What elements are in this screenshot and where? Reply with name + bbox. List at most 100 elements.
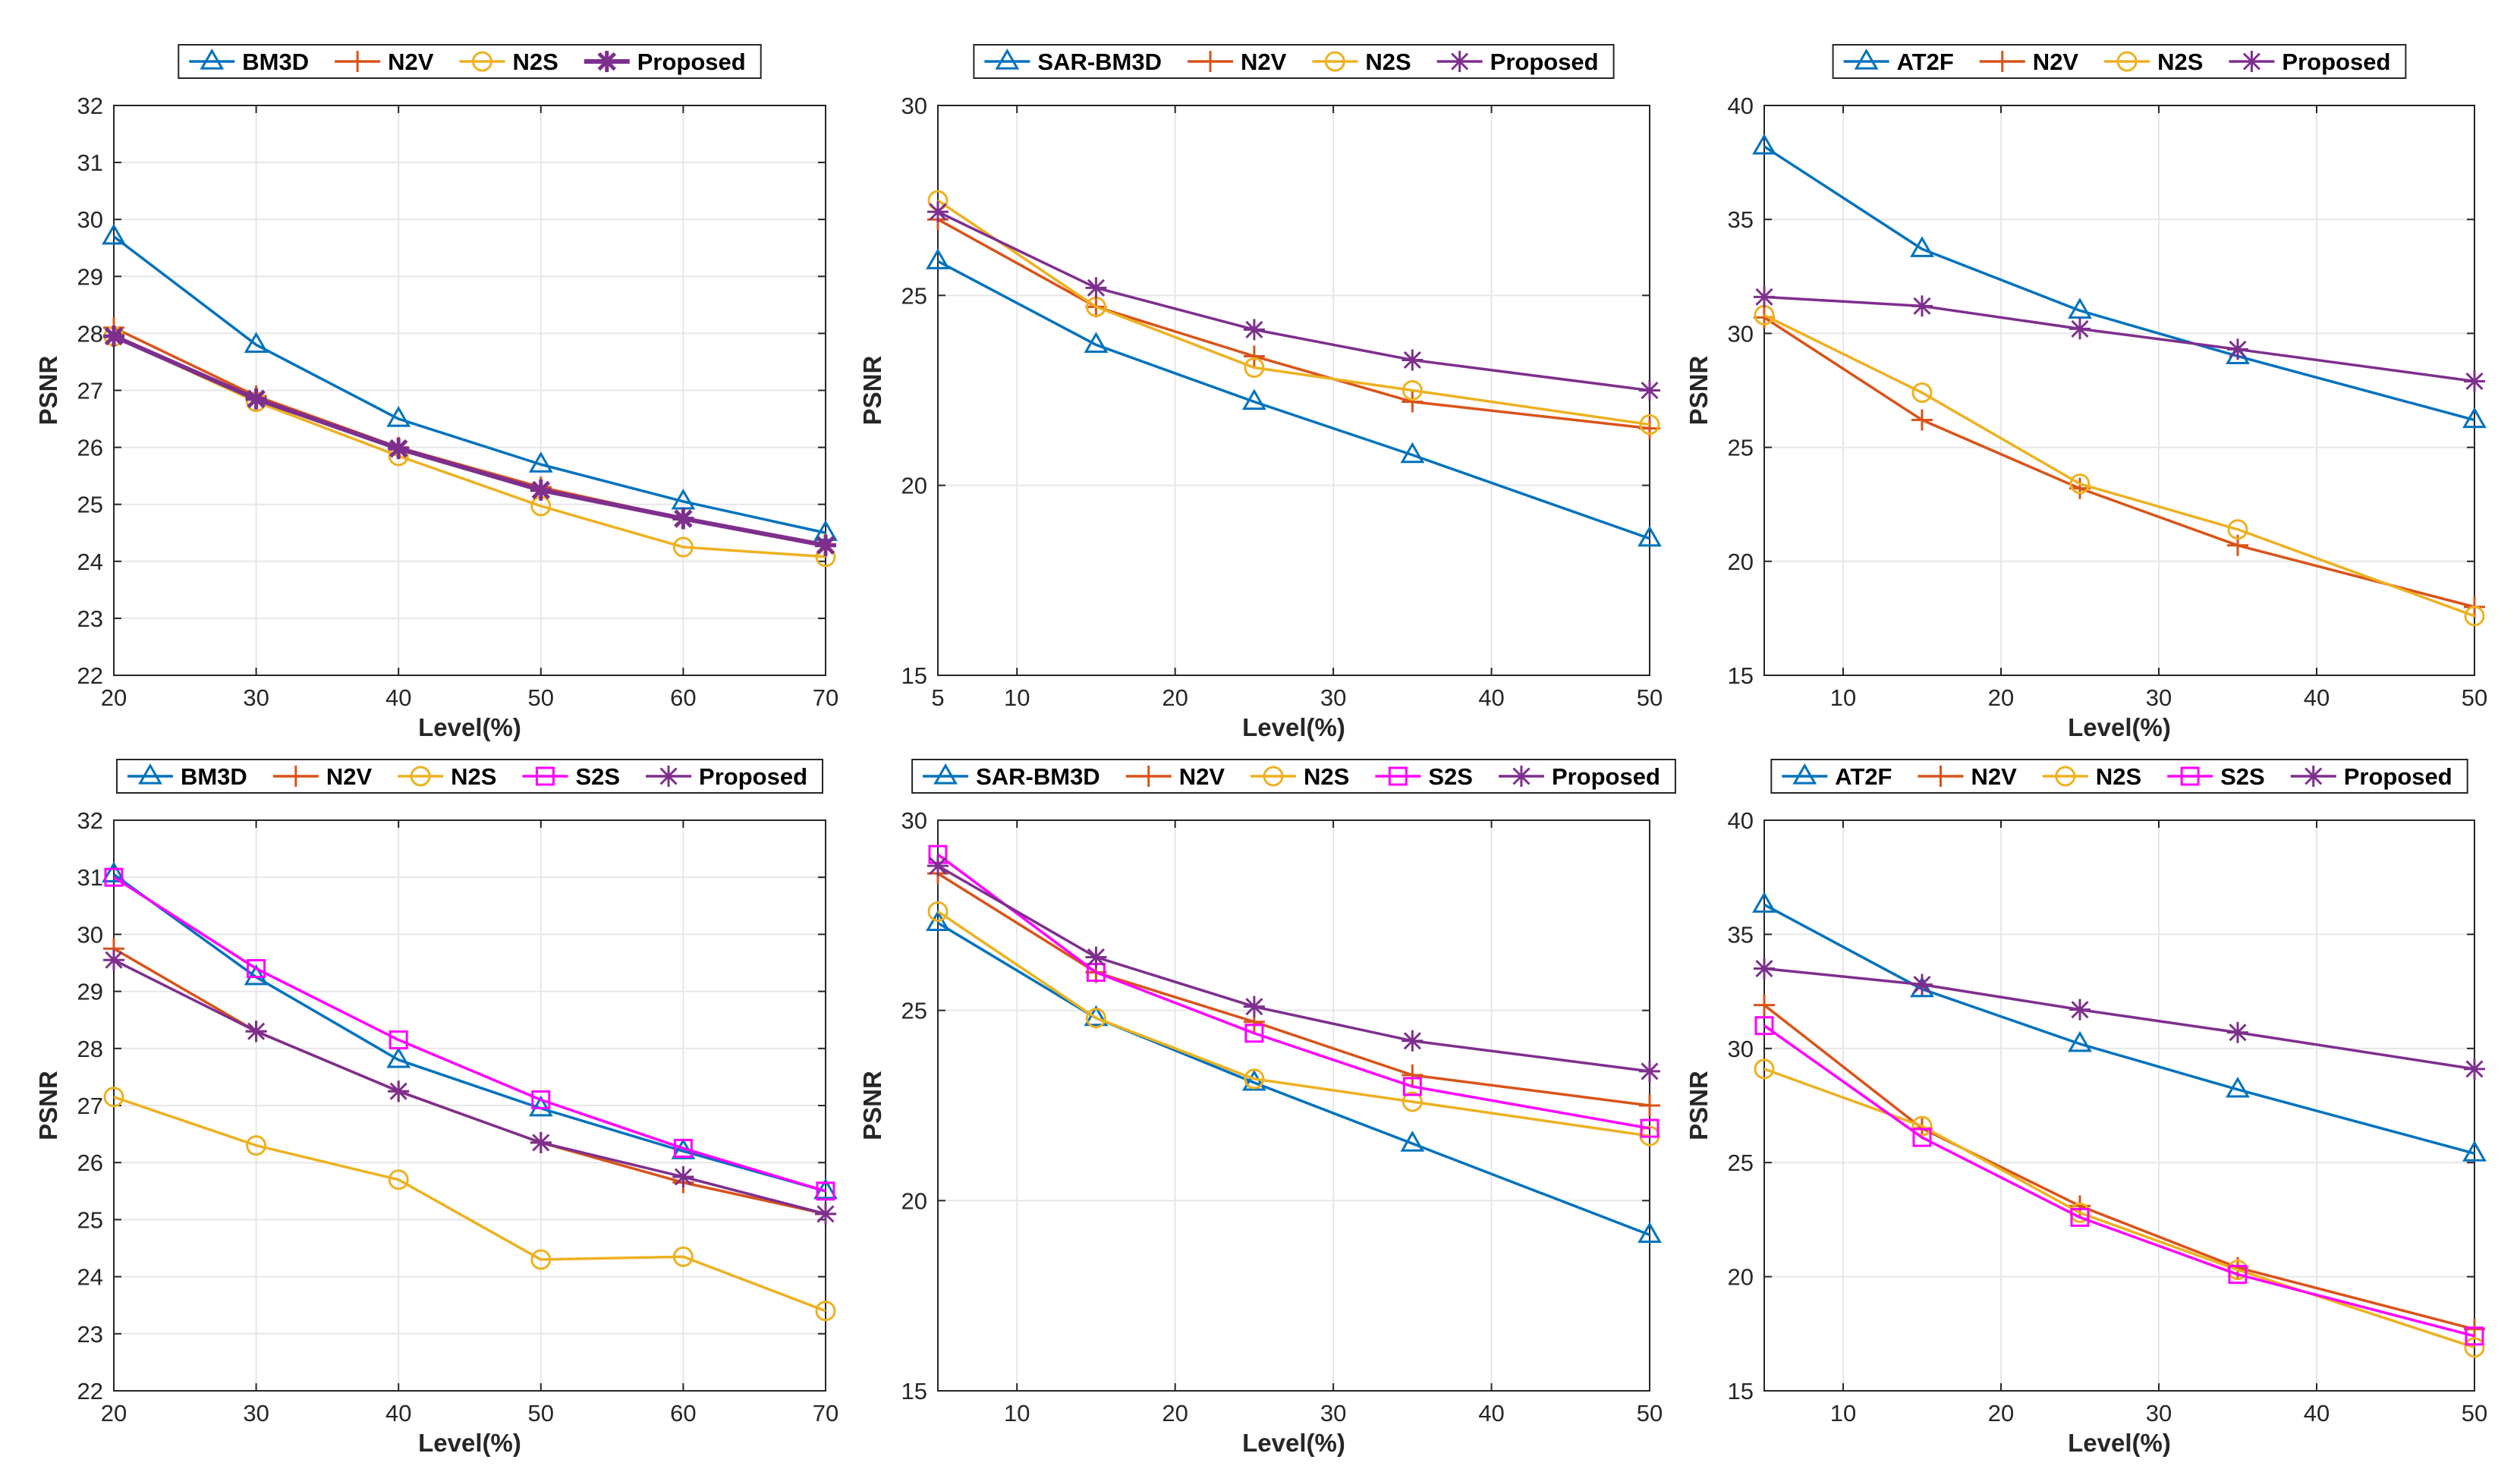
- series-n2s: [103, 1087, 836, 1322]
- legend-box: [1770, 759, 2468, 794]
- plot-area: [938, 820, 1650, 1391]
- legend-label-n2v: N2V: [1241, 49, 1287, 75]
- x-tick-label: 50: [1637, 1400, 1663, 1426]
- series-line-n2s: [937, 199, 1650, 426]
- legend-label-proposed: Proposed: [637, 49, 746, 75]
- legend-s2s-marker: [535, 766, 555, 786]
- series-point-s2s-marker: [1912, 1128, 1932, 1147]
- y-axis-label: PSNR: [858, 1071, 886, 1140]
- series-point-proposed-marker: [245, 388, 267, 410]
- legend-label-n2v: N2V: [2033, 49, 2079, 75]
- series-point-n2s-marker: [1244, 357, 1265, 378]
- legend-label-n2s: N2S: [2157, 49, 2203, 75]
- series-point-n2v-marker: [1754, 994, 1775, 1016]
- legend-item-proposed: Proposed: [1498, 763, 1660, 790]
- y-tick-label: 23: [77, 1321, 103, 1348]
- series-point-proposed-marker: [530, 1131, 552, 1153]
- legend-label-at2f: AT2F: [1835, 763, 1892, 790]
- series-point-proposed-marker: [927, 855, 949, 877]
- legend-item-bm3d: BM3D: [127, 763, 247, 790]
- series-line-n2s: [937, 910, 1650, 1137]
- series-line-proposed: [113, 958, 826, 1216]
- y-tick-label: 27: [77, 378, 103, 404]
- x-tick-label: 20: [101, 1400, 127, 1426]
- legend-bm3d-marker: [200, 48, 225, 70]
- series-point-s2s-marker: [104, 867, 124, 887]
- series-line-n2s: [1763, 313, 2475, 618]
- legend-label-s2s: S2S: [575, 763, 620, 790]
- legend-label-s2s: S2S: [2220, 763, 2265, 790]
- series-line-bm3d: [112, 235, 826, 534]
- series-point-n2s-marker: [246, 1135, 267, 1156]
- y-tick-label: 24: [77, 549, 103, 575]
- x-tick-label: 10: [1830, 1400, 1856, 1426]
- x-tick-label: 20: [1988, 684, 2014, 711]
- legend-label-n2s: N2S: [2096, 763, 2141, 790]
- y-tick-label: 40: [1728, 93, 1754, 119]
- y-tick-label: 25: [1728, 435, 1754, 461]
- y-tick-label: 35: [1728, 206, 1754, 233]
- legend-sar-bm3d-marker: [933, 763, 958, 785]
- legend-item-n2s: N2S: [2042, 763, 2141, 790]
- series-point-n2s-marker: [1085, 1008, 1106, 1029]
- chart-panel-5: 10 20 30 40 50 15 20 25 30 Level(%) PSNR SAR-BM3D N2…: [858, 759, 1676, 1457]
- legend-label-proposed: Proposed: [2282, 49, 2390, 75]
- x-tick-label: 30: [1320, 1400, 1346, 1426]
- x-tick-label: 60: [670, 684, 696, 711]
- series-point-proposed-marker: [2464, 1058, 2485, 1080]
- x-tick-label: 30: [1320, 684, 1346, 711]
- legend-n2s-marker: [2055, 766, 2076, 787]
- series-point-n2s-marker: [1402, 380, 1423, 401]
- x-tick-label: 40: [2304, 1400, 2330, 1426]
- y-axis-label: PSNR: [1685, 355, 1713, 425]
- series-point-proposed-marker: [530, 479, 552, 501]
- legend-item-n2s: N2S: [398, 763, 496, 790]
- y-tick-label: 26: [77, 435, 103, 461]
- y-tick-label: 31: [77, 149, 103, 176]
- legend-item-n2s: N2S: [2104, 49, 2203, 75]
- legend-item-sar-bm3d: SAR-BM3D: [984, 48, 1162, 75]
- series-point-n2v-marker: [1402, 391, 1424, 413]
- x-tick-label: 50: [2462, 1400, 2487, 1426]
- y-tick-label: 20: [1728, 549, 1754, 575]
- y-tick-label: 25: [77, 1206, 103, 1233]
- series-point-proposed-marker: [672, 508, 694, 530]
- legend: AT2F N2V N2S Proposed: [1832, 44, 2407, 79]
- legend-item-proposed: Proposed: [646, 763, 807, 790]
- legend-item-n2v: N2V: [1188, 49, 1287, 75]
- series-point-s2s-marker: [1640, 1118, 1660, 1138]
- series-point-n2s-marker: [672, 1246, 694, 1267]
- x-axis-label: Level(%): [1242, 1429, 1345, 1457]
- plot-area: [1764, 820, 2474, 1391]
- series-point-n2v-marker: [1402, 1064, 1424, 1086]
- series-line-bm3d: [112, 873, 826, 1193]
- legend-item-s2s: S2S: [2167, 763, 2265, 790]
- y-tick-label: 15: [1728, 662, 1754, 689]
- legend-label-bm3d: BM3D: [242, 49, 309, 75]
- legend-proposed-marker: [1449, 51, 1471, 72]
- series-proposed: [1754, 286, 2485, 392]
- y-axis-label: PSNR: [858, 355, 886, 425]
- series-point-sar-bm3d-marker: [1400, 1131, 1425, 1152]
- series-point-at2f-marker: [2462, 407, 2487, 429]
- y-tick-label: 15: [901, 662, 927, 689]
- legend-item-n2v: N2V: [335, 49, 434, 75]
- legend-proposed-marker: [658, 766, 680, 787]
- series-point-sar-bm3d-marker: [1241, 388, 1266, 410]
- x-tick-label: 30: [243, 1400, 269, 1426]
- series-point-s2s-marker: [2465, 1326, 2484, 1346]
- y-tick-label: 30: [901, 807, 927, 834]
- series-point-s2s-marker: [816, 1181, 835, 1201]
- series-point-n2s-marker: [2069, 473, 2091, 495]
- legend-n2v-marker: [1137, 766, 1159, 787]
- legend-label-n2s: N2S: [451, 763, 496, 790]
- chart-panel-6: 10 20 30 40 50 15 20 25 30 35 40 Level(%) PSNR AT2F N2…: [1685, 759, 2487, 1457]
- y-tick-label: 31: [77, 864, 103, 891]
- x-tick-label: 30: [243, 684, 269, 711]
- legend-n2s-marker: [471, 51, 492, 72]
- y-tick-label: 28: [77, 320, 103, 347]
- series-point-sar-bm3d-marker: [1400, 442, 1425, 464]
- y-tick-label: 30: [1728, 1036, 1754, 1062]
- series-point-proposed-marker: [1754, 958, 1775, 980]
